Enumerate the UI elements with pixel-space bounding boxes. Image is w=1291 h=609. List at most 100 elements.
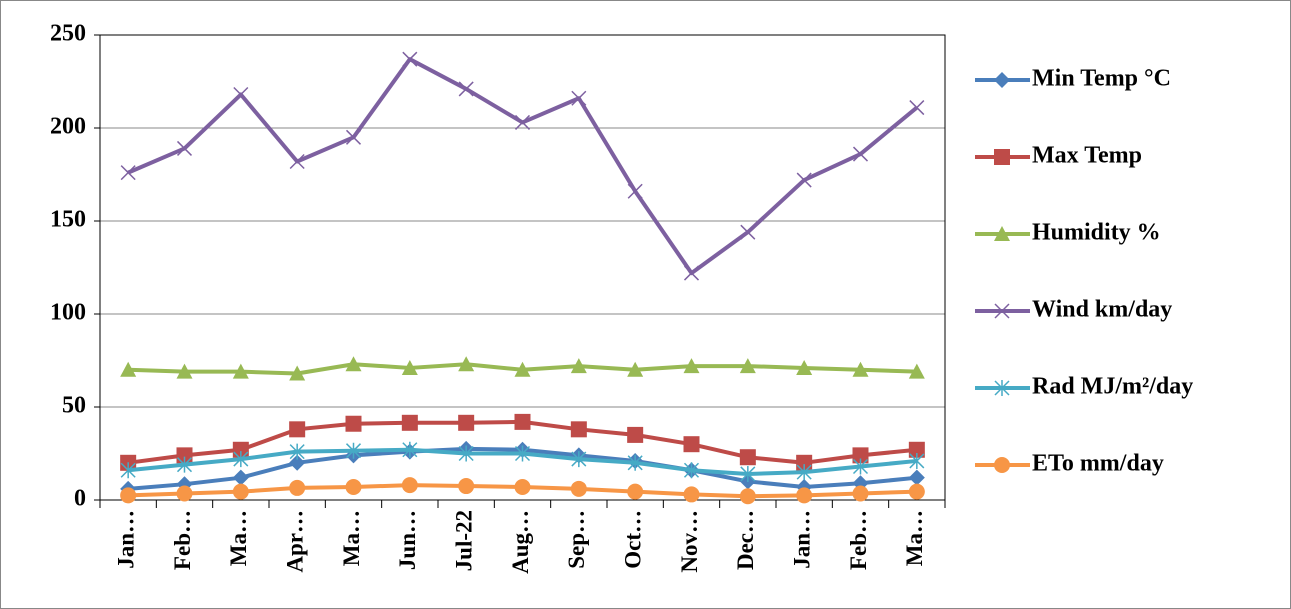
x-tick-label: Ma… (902, 510, 927, 566)
legend-label: Humidity % (1032, 220, 1161, 246)
marker (289, 443, 305, 460)
marker (514, 478, 531, 495)
marker (458, 414, 475, 431)
marker (232, 441, 249, 458)
marker (401, 477, 418, 494)
marker (994, 380, 1010, 396)
marker (289, 421, 306, 438)
marker (458, 356, 475, 372)
marker (571, 451, 587, 468)
marker (852, 361, 869, 377)
marker (908, 483, 925, 500)
marker (120, 462, 136, 479)
x-tick-label: Feb… (170, 510, 195, 570)
plot-frame (99, 34, 946, 501)
marker (345, 478, 362, 495)
x-tick-label: Jun… (395, 510, 420, 570)
marker (458, 478, 475, 495)
y-tick-label: 150 (50, 207, 86, 233)
marker (514, 445, 531, 462)
marker (683, 486, 700, 503)
marker (994, 303, 1010, 319)
marker (908, 363, 925, 379)
marker (994, 72, 1010, 88)
legend-label: Max Temp (1032, 143, 1142, 169)
marker (401, 414, 418, 431)
y-tick-label: 0 (74, 486, 86, 512)
series (120, 477, 925, 505)
marker (176, 363, 193, 379)
marker (740, 224, 756, 240)
marker (909, 100, 925, 116)
legend-label: Wind km/day (1032, 297, 1172, 323)
marker (627, 454, 643, 471)
marker (796, 454, 813, 471)
marker (852, 146, 869, 162)
marker (852, 458, 869, 475)
x-tick-label: Dec… (733, 510, 758, 570)
marker (402, 51, 418, 67)
marker (739, 488, 756, 505)
marker (627, 483, 644, 500)
y-tick-label: 50 (62, 393, 86, 419)
marker (908, 469, 925, 486)
series (120, 413, 925, 471)
marker (571, 90, 587, 106)
marker (908, 441, 925, 458)
marker (514, 361, 531, 377)
marker (796, 464, 812, 481)
marker (345, 415, 362, 432)
x-tick-label: Ma… (226, 510, 251, 566)
marker (458, 445, 474, 462)
marker (740, 465, 756, 482)
marker (627, 361, 644, 377)
x-tick-label: Jan… (789, 510, 814, 569)
marker (289, 365, 306, 381)
marker (514, 413, 531, 430)
marker (739, 449, 756, 466)
x-tick-label: Sep… (564, 510, 589, 569)
marker (514, 114, 531, 130)
x-tick-label: Apr… (282, 510, 307, 573)
x-tick-label: Jan… (113, 510, 138, 569)
series (120, 51, 925, 281)
marker (289, 454, 306, 471)
x-tick-label: Ma… (339, 510, 364, 566)
marker (232, 483, 249, 500)
marker (909, 452, 925, 469)
marker (120, 165, 136, 181)
legend-label: Rad MJ/m²/day (1032, 374, 1193, 400)
marker (232, 363, 249, 379)
marker (458, 81, 474, 97)
x-tick-label: Oct… (620, 510, 645, 569)
x-tick-label: Feb… (846, 510, 871, 570)
marker (994, 457, 1010, 473)
marker (852, 447, 869, 464)
marker (683, 358, 700, 374)
marker (796, 172, 812, 188)
x-tick-label: Aug… (508, 510, 533, 574)
marker (994, 149, 1010, 165)
marker (345, 356, 362, 372)
marker (176, 447, 193, 464)
marker (683, 265, 700, 281)
marker (176, 456, 193, 473)
legend-label: Min Temp °C (1032, 66, 1171, 92)
marker (402, 441, 418, 458)
marker (796, 487, 813, 504)
series (120, 441, 925, 482)
series (120, 356, 925, 381)
marker (289, 479, 306, 496)
marker (176, 140, 193, 156)
marker (345, 442, 362, 459)
marker (401, 359, 418, 375)
marker (120, 487, 137, 504)
marker (176, 485, 193, 502)
x-tick-label: Nov… (677, 510, 702, 573)
marker (683, 436, 700, 453)
marker (683, 462, 700, 479)
marker (796, 359, 813, 375)
y-tick-label: 200 (50, 114, 86, 140)
